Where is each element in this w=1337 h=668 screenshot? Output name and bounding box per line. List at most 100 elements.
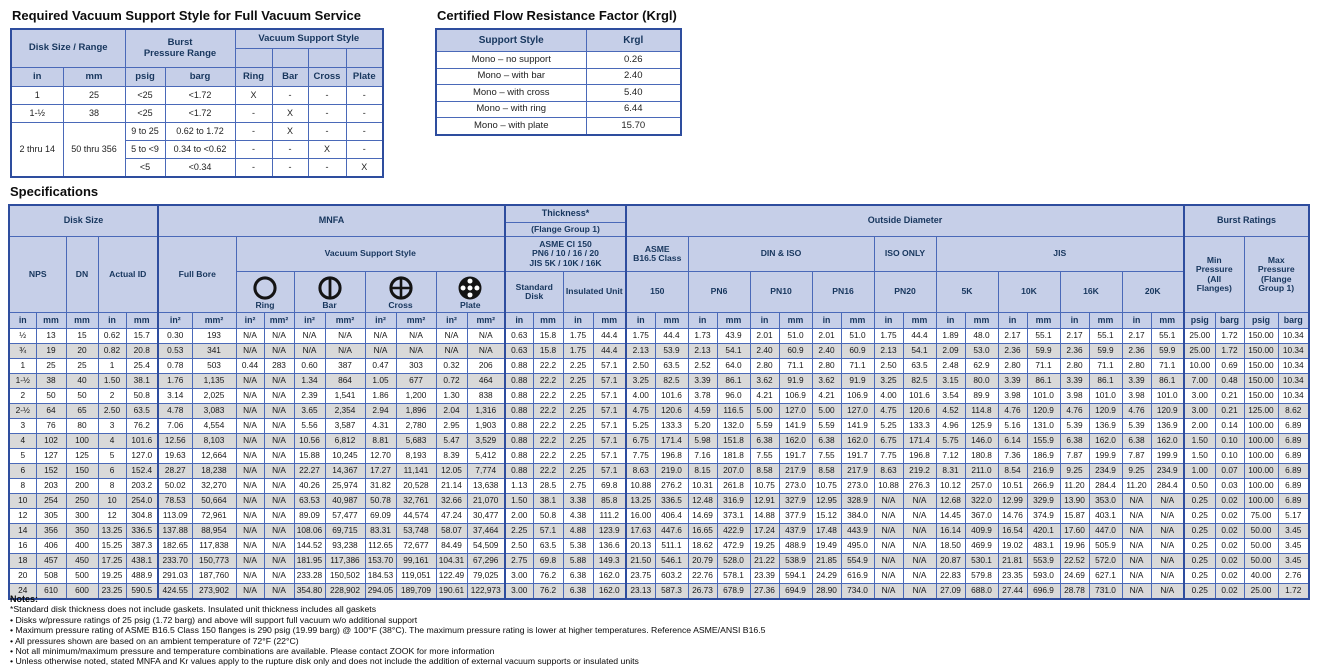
cell: N/A [902, 493, 937, 509]
cell: 150.00 [1243, 373, 1279, 389]
header-cell: Disk Size / Range [10, 28, 126, 68]
cell: 54.1 [902, 343, 937, 359]
cell: 44.4 [592, 343, 627, 359]
cell: 15 [65, 328, 99, 344]
cell: 6.89 [1277, 448, 1310, 464]
cell: - [345, 86, 384, 105]
cell: 11.20 [1121, 478, 1152, 494]
cell: 6.75 [625, 433, 656, 449]
cell: 50 [65, 388, 99, 404]
cell: 696.9 [1026, 583, 1061, 600]
header-cell: Vacuum Support Style [235, 236, 506, 272]
cell: 199.9 [1088, 448, 1123, 464]
cell: 2.25 [562, 403, 594, 419]
cell: 63.5 [532, 538, 564, 554]
cell: 472.9 [716, 538, 751, 554]
cell: 127.0 [125, 448, 159, 464]
cell: 111.2 [592, 508, 627, 524]
cell: 387 [324, 358, 366, 374]
cell: 207.0 [716, 463, 751, 479]
cell: 63.5 [902, 358, 937, 374]
cell: 294.05 [364, 583, 397, 600]
cell: N/A [235, 463, 265, 479]
cell: 86.1 [1150, 373, 1185, 389]
cell: 0.02 [1214, 523, 1245, 539]
cell: 37,464 [466, 523, 506, 539]
cell: 0.02 [1214, 538, 1245, 554]
cross-icon [388, 275, 414, 301]
cell: 162.0 [840, 433, 875, 449]
header-cell: ISO ONLY [873, 236, 937, 272]
cell: 3.00 [1183, 403, 1216, 419]
cell: 8.63 [873, 463, 904, 479]
cell: N/A [1150, 568, 1185, 584]
cell: 54,509 [466, 538, 506, 554]
cell: 488.9 [125, 568, 159, 584]
cell: 422.9 [716, 523, 751, 539]
header-cell: in² [157, 312, 193, 329]
cell: 100.00 [1243, 433, 1279, 449]
cell: 4,554 [191, 418, 237, 434]
header-cell: PN10 [749, 271, 813, 313]
cell: 9.25 [1059, 463, 1090, 479]
cell: 21.14 [435, 478, 468, 494]
cell: 3.39 [997, 373, 1028, 389]
cell: 50.02 [157, 478, 193, 494]
cell: 579.8 [964, 568, 999, 584]
cell: 150.00 [1243, 343, 1279, 359]
cell: N/A [1121, 523, 1152, 539]
cell: 2.13 [625, 343, 656, 359]
header-cell: 10K [997, 271, 1061, 313]
cell: 367.0 [964, 508, 999, 524]
cell: 82.5 [654, 373, 689, 389]
cell: 193 [191, 328, 237, 344]
cell: 420.1 [1026, 523, 1061, 539]
header-cell: in [625, 312, 656, 329]
header-cell: in [10, 67, 64, 87]
cell: 22.76 [687, 568, 718, 584]
cell: 100 [65, 433, 99, 449]
cell: 50.8 [125, 388, 159, 404]
cell: 0.07 [1214, 463, 1245, 479]
cell: 500 [65, 568, 99, 584]
cell: 9.25 [1121, 463, 1152, 479]
cell: 1.50 [504, 493, 534, 509]
cell: 3.25 [625, 373, 656, 389]
cell: 4.52 [935, 403, 966, 419]
cell: 16.65 [687, 523, 718, 539]
header-cell: psig [1183, 312, 1216, 329]
cell: 3 [97, 418, 127, 434]
header-cell: in [935, 312, 966, 329]
cell: 4.00 [873, 388, 904, 404]
cell: N/A [1121, 583, 1152, 600]
cell: 101.6 [654, 388, 689, 404]
cell: 8,103 [191, 433, 237, 449]
cell: N/A [235, 478, 265, 494]
cell: 28.90 [811, 583, 842, 600]
cell: 3.65 [293, 403, 326, 419]
cell: 5.47 [435, 433, 468, 449]
cell: 1,896 [395, 403, 437, 419]
header-cell: barg [1214, 312, 1245, 329]
cell: 44.4 [902, 328, 937, 344]
cell: 228,902 [324, 583, 366, 600]
cell: 211.0 [964, 463, 999, 479]
cell: 219.0 [654, 463, 689, 479]
cell: 304.8 [125, 508, 159, 524]
cell: 17.48 [811, 523, 842, 539]
cell: 6,812 [324, 433, 366, 449]
cell: 6.38 [1059, 433, 1090, 449]
cell: - [307, 158, 347, 178]
cell: 406 [35, 538, 67, 554]
cell: 80.0 [964, 373, 999, 389]
cell: <1.72 [164, 86, 236, 105]
cell: N/A [1121, 553, 1152, 569]
cell: 150,502 [324, 568, 366, 584]
cell: 373.1 [716, 508, 751, 524]
cell: 838 [466, 388, 506, 404]
cell: N/A [263, 508, 295, 524]
cell: 1,903 [466, 418, 506, 434]
cell: - [271, 140, 309, 159]
cell: 51.0 [778, 328, 813, 344]
cell: 3.38 [562, 493, 594, 509]
